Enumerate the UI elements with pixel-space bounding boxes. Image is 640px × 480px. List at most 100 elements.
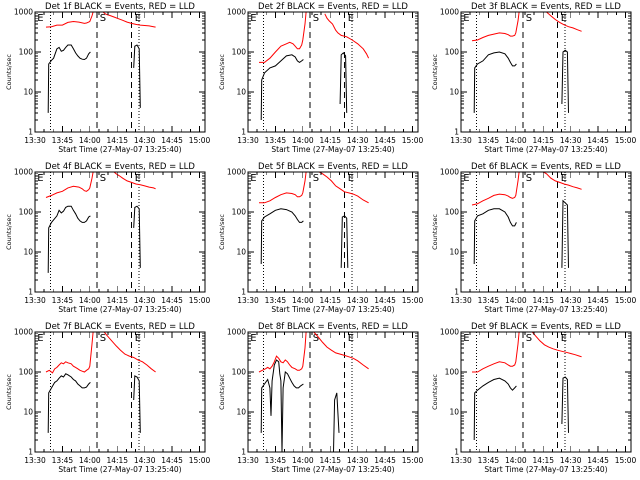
interval-letter: E	[463, 333, 469, 344]
y-tick-label: 1	[454, 288, 459, 297]
x-axis-label: Start Time (27-May-07 13:25:40)	[58, 145, 181, 154]
chart-title: Det 6f BLACK = Events, RED = LLD	[471, 162, 621, 172]
x-tick-label: 14:45	[374, 456, 396, 465]
x-tick-label: 13:30	[450, 296, 472, 305]
chart-title: Det 3f BLACK = Events, RED = LLD	[471, 2, 621, 12]
x-tick-label: 14:00	[505, 136, 527, 145]
interval-letter: E	[37, 13, 43, 24]
y-tick-label: 1000	[440, 328, 459, 337]
lld-series-line	[531, 331, 582, 358]
lld-series-line	[471, 171, 520, 206]
x-tick-label: 14:45	[374, 296, 396, 305]
events-series-line	[561, 199, 569, 268]
x-tick-label: 14:15	[532, 296, 554, 305]
interval-letter: E	[250, 173, 256, 184]
interval-letter: S	[100, 173, 106, 184]
x-tick-label: 13:30	[237, 456, 259, 465]
x-tick-label: 13:45	[52, 456, 74, 465]
y-axis-label: Counts/sec	[431, 54, 439, 90]
y-axis-label: Counts/sec	[218, 54, 226, 90]
y-axis-label: Counts/sec	[218, 374, 226, 410]
x-tick-label: 14:15	[319, 136, 341, 145]
x-axis-label: Start Time (27-May-07 13:25:40)	[271, 465, 394, 474]
x-tick-label: 14:30	[347, 296, 369, 305]
y-tick-label: 1000	[227, 8, 246, 17]
x-tick-label: 14:30	[134, 136, 156, 145]
interval-letter: S	[313, 333, 319, 344]
x-tick-label: 13:30	[24, 456, 46, 465]
y-tick-label: 100	[445, 48, 460, 57]
plot-frame	[247, 171, 419, 293]
interval-letter: S	[100, 333, 106, 344]
y-tick-label: 100	[19, 208, 34, 217]
interval-letter: E	[37, 333, 43, 344]
x-tick-label: 13:30	[24, 296, 46, 305]
x-tick-label: 14:45	[587, 136, 609, 145]
x-tick-label: 13:45	[478, 296, 500, 305]
lld-series-line	[113, 171, 156, 190]
x-tick-label: 14:45	[161, 136, 183, 145]
x-tick-label: 14:45	[587, 296, 609, 305]
events-series-line	[260, 54, 304, 121]
x-axis-label: Start Time (27-May-07 13:25:40)	[271, 145, 394, 154]
events-series-line	[340, 215, 349, 268]
y-tick-label: 1000	[227, 328, 246, 337]
interval-letter: E	[348, 333, 354, 344]
x-tick-label: 15:00	[402, 456, 424, 465]
y-axis-label: Counts/sec	[431, 214, 439, 250]
y-tick-label: 1000	[227, 168, 246, 177]
x-tick-label: 15:00	[402, 136, 424, 145]
y-tick-label: 1	[28, 288, 33, 297]
events-series-line	[260, 359, 304, 453]
x-tick-label: 14:45	[161, 296, 183, 305]
x-tick-label: 14:00	[505, 456, 527, 465]
y-axis-label: Counts/sec	[5, 374, 13, 410]
y-tick-label: 1	[28, 448, 33, 457]
y-tick-label: 100	[445, 208, 460, 217]
x-tick-label: 14:15	[532, 136, 554, 145]
lld-series-line	[543, 171, 582, 190]
events-series-line	[133, 375, 141, 433]
interval-letter: E	[37, 173, 43, 184]
x-tick-label: 14:15	[532, 456, 554, 465]
interval-letter: E	[135, 13, 141, 24]
plot-frame	[460, 11, 632, 133]
chart-title: Det 2f BLACK = Events, RED = LLD	[258, 2, 408, 12]
interval-letter: E	[463, 173, 469, 184]
plot-frame	[460, 171, 632, 293]
y-axis-label: Counts/sec	[5, 214, 13, 250]
x-tick-label: 14:00	[79, 296, 101, 305]
lld-series-line	[546, 11, 582, 32]
events-series-line	[133, 205, 141, 268]
x-tick-label: 14:15	[106, 296, 128, 305]
plot-frame	[34, 171, 206, 293]
y-tick-label: 1000	[440, 8, 459, 17]
lld-series-line	[45, 171, 94, 198]
x-axis-label: Start Time (27-May-07 13:25:40)	[58, 465, 181, 474]
lld-series-line	[103, 331, 156, 373]
interval-letter: E	[561, 13, 567, 24]
x-axis-label: Start Time (27-May-07 13:25:40)	[484, 145, 607, 154]
x-tick-label: 14:00	[79, 136, 101, 145]
x-tick-label: 13:45	[265, 296, 287, 305]
y-axis-label: Counts/sec	[431, 374, 439, 410]
interval-letter: E	[135, 333, 141, 344]
y-tick-label: 10	[23, 248, 33, 257]
events-series-line	[333, 392, 340, 453]
y-tick-label: 1	[454, 448, 459, 457]
y-tick-label: 1000	[14, 168, 33, 177]
y-tick-label: 10	[236, 408, 246, 417]
x-tick-label: 15:00	[615, 456, 637, 465]
x-tick-label: 14:15	[106, 136, 128, 145]
x-tick-label: 14:30	[560, 136, 582, 145]
interval-letter: E	[250, 333, 256, 344]
interval-letter: S	[526, 333, 532, 344]
lld-series-line	[471, 11, 520, 42]
